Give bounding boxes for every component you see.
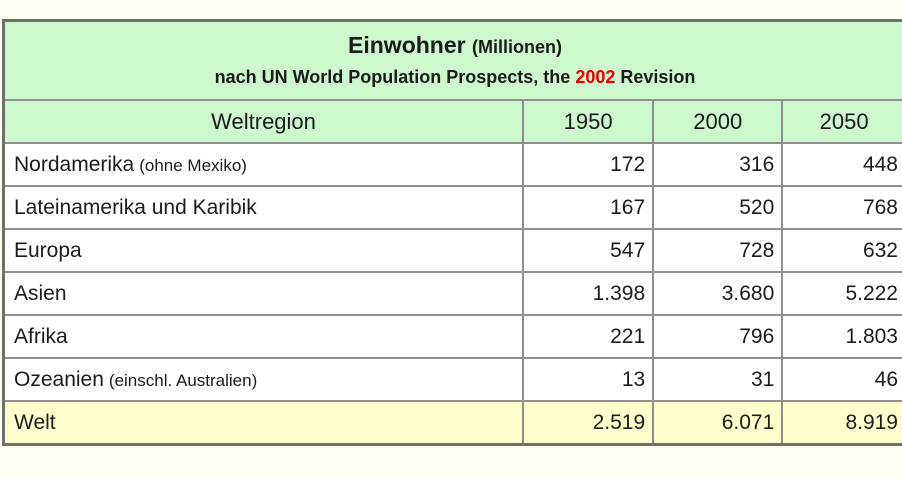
region-name: Welt <box>14 411 56 434</box>
region-name: Nordamerika <box>14 153 134 176</box>
value-1950: 547 <box>523 229 653 272</box>
region-cell: Nordamerika (ohne Mexiko) <box>4 143 524 186</box>
region-cell: Welt <box>4 401 524 445</box>
subtitle-prefix: nach UN World Population Prospects, the <box>215 67 576 87</box>
table-row-nordamerika: Nordamerika (ohne Mexiko) 172 316 448 <box>4 143 902 186</box>
region-name: Lateinamerika und Karibik <box>14 196 257 219</box>
value-2000: 31 <box>653 358 782 401</box>
column-header-2050: 2050 <box>782 100 902 143</box>
table-row-ozeanien: Ozeanien (einschl. Australien) 13 31 46 <box>4 358 902 401</box>
value-2050: 1.803 <box>782 315 902 358</box>
table-row-afrika: Afrika 221 796 1.803 <box>4 315 902 358</box>
value-2050: 632 <box>782 229 902 272</box>
table-row-europa: Europa 547 728 632 <box>4 229 902 272</box>
column-header-1950: 1950 <box>523 100 653 143</box>
region-cell: Ozeanien (einschl. Australien) <box>4 358 524 401</box>
region-cell: Europa <box>4 229 524 272</box>
table-row-lateinamerika: Lateinamerika und Karibik 167 520 768 <box>4 186 902 229</box>
value-2050: 8.919 <box>782 401 902 445</box>
value-1950: 2.519 <box>523 401 653 445</box>
column-header-2000: 2000 <box>653 100 782 143</box>
table-title-cell: Einwohner (Millionen) nach UN World Popu… <box>4 21 902 101</box>
value-1950: 221 <box>523 315 653 358</box>
title-row: Einwohner (Millionen) nach UN World Popu… <box>4 21 902 101</box>
value-2000: 6.071 <box>653 401 782 445</box>
region-cell: Asien <box>4 272 524 315</box>
subtitle-year: 2002 <box>575 67 615 87</box>
population-table: Einwohner (Millionen) nach UN World Popu… <box>2 19 902 446</box>
subtitle-suffix: Revision <box>615 67 695 87</box>
title-main: Einwohner <box>348 32 466 58</box>
value-1950: 13 <box>523 358 653 401</box>
region-note: (einschl. Australien) <box>109 371 257 390</box>
column-header-region: Weltregion <box>4 100 524 143</box>
region-note: (ohne Mexiko) <box>139 156 247 175</box>
region-name: Europa <box>14 239 82 262</box>
value-2050: 768 <box>782 186 902 229</box>
region-name: Ozeanien <box>14 368 104 391</box>
title-unit: (Millionen) <box>472 37 562 57</box>
value-2000: 728 <box>653 229 782 272</box>
value-2050: 46 <box>782 358 902 401</box>
region-name: Asien <box>14 282 67 305</box>
table-title: Einwohner (Millionen) <box>5 33 902 58</box>
column-header-row: Weltregion 1950 2000 2050 <box>4 100 902 143</box>
region-cell: Afrika <box>4 315 524 358</box>
region-name: Afrika <box>14 325 68 348</box>
value-2000: 520 <box>653 186 782 229</box>
value-2000: 796 <box>653 315 782 358</box>
value-2000: 316 <box>653 143 782 186</box>
value-1950: 1.398 <box>523 272 653 315</box>
table-row-welt-total: Welt 2.519 6.071 8.919 <box>4 401 902 445</box>
table-row-asien: Asien 1.398 3.680 5.222 <box>4 272 902 315</box>
value-1950: 172 <box>523 143 653 186</box>
value-2050: 448 <box>782 143 902 186</box>
table-subtitle: nach UN World Population Prospects, the … <box>5 68 902 88</box>
value-2050: 5.222 <box>782 272 902 315</box>
value-1950: 167 <box>523 186 653 229</box>
region-cell: Lateinamerika und Karibik <box>4 186 524 229</box>
value-2000: 3.680 <box>653 272 782 315</box>
